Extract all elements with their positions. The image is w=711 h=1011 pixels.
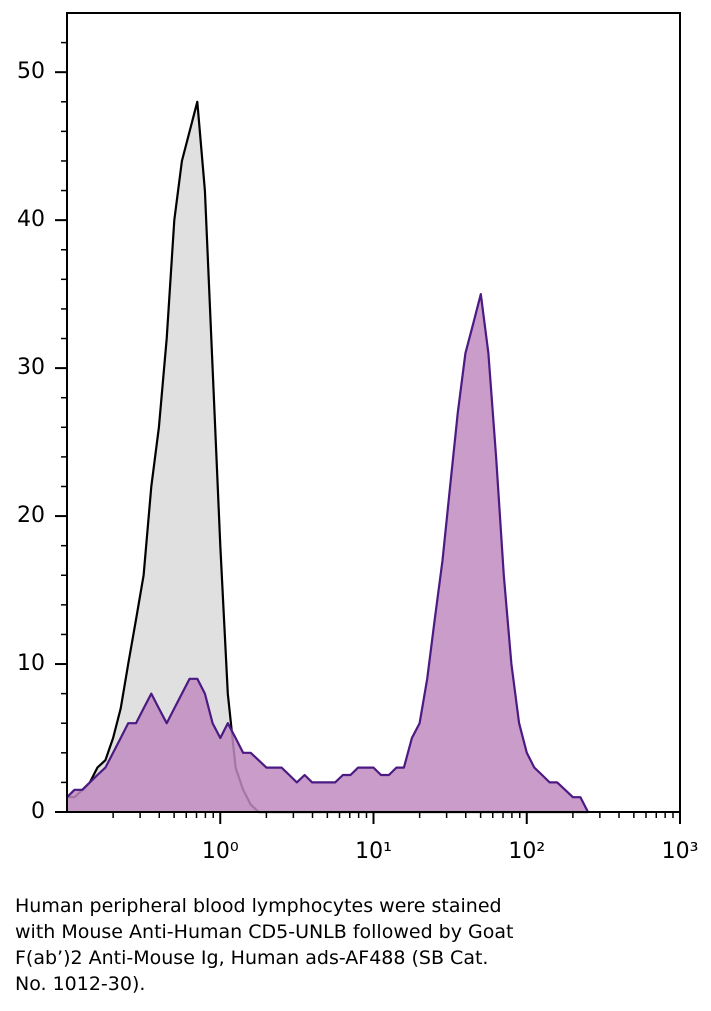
y-tick-label: 50 <box>17 59 45 84</box>
caption-line: F(ab’)2 Anti-Mouse Ig, Human ads-AF488 (… <box>15 947 488 969</box>
y-tick-label: 30 <box>17 355 45 380</box>
y-tick-label: 0 <box>31 799 45 824</box>
caption-line: with Mouse Anti-Human CD5-UNLB followed … <box>15 921 513 943</box>
y-tick-label: 40 <box>17 207 45 232</box>
x-tick-label: 10² <box>508 839 545 864</box>
x-tick-label: 10⁰ <box>202 839 239 864</box>
x-tick-label: 10³ <box>662 839 699 864</box>
y-tick-label: 10 <box>17 651 45 676</box>
caption-line: Human peripheral blood lymphocytes were … <box>15 895 502 917</box>
histogram-outline <box>66 293 589 813</box>
x-tick-label: 10¹ <box>355 839 392 864</box>
y-tick-label: 20 <box>17 503 45 528</box>
histogram-fill <box>67 101 588 813</box>
caption-line: No. 1012-30). <box>15 973 145 995</box>
